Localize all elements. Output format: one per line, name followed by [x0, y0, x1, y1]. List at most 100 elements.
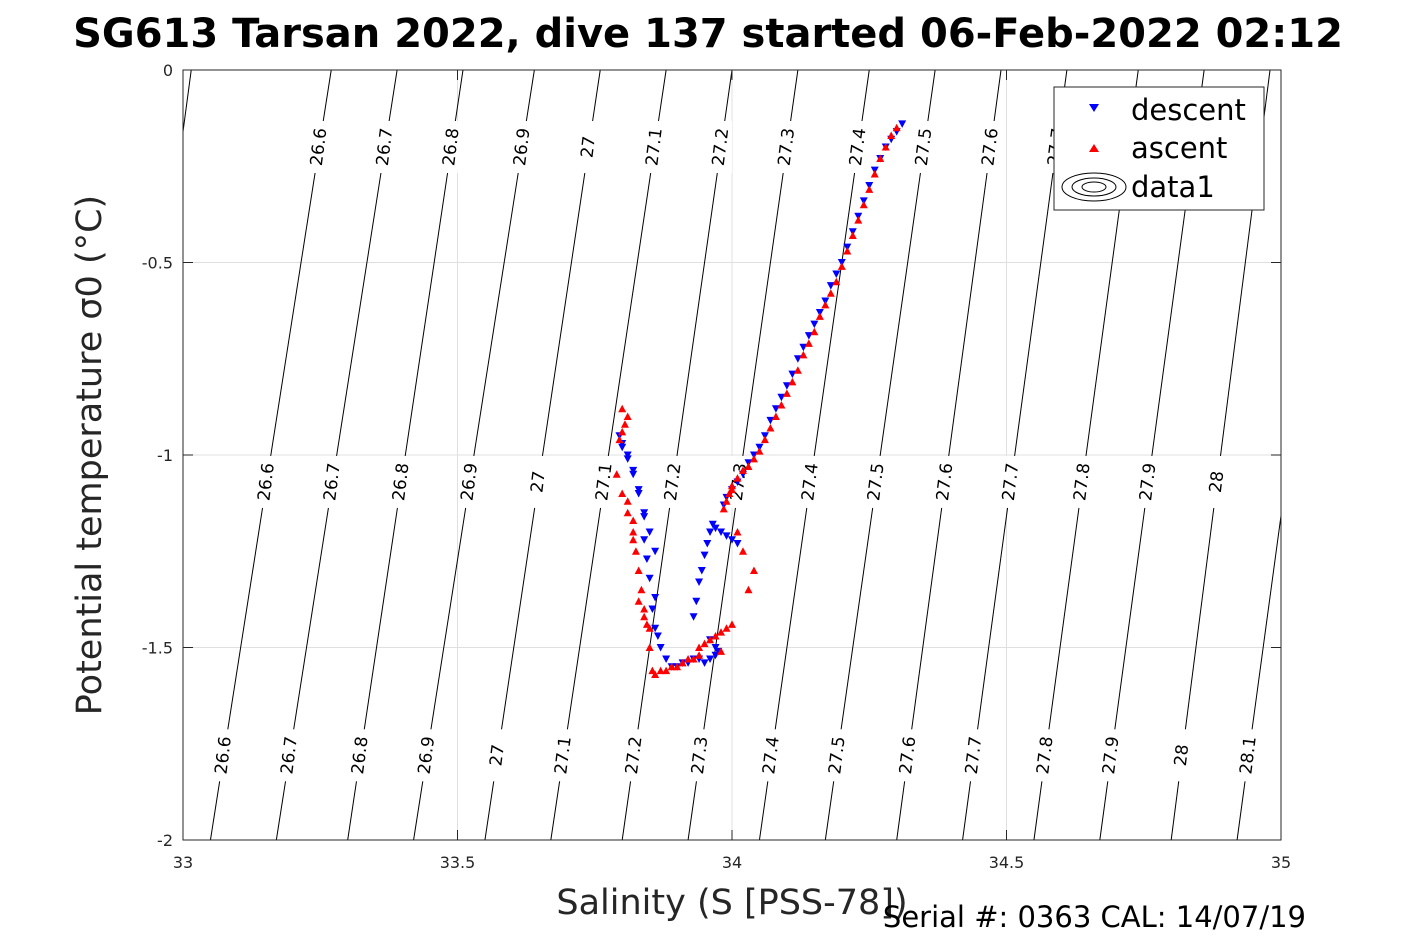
descent-point — [642, 555, 651, 563]
contour-label: 27.7 — [999, 462, 1023, 502]
contour-label-bg — [458, 455, 481, 508]
ascent-point — [618, 489, 627, 497]
contour-label: 26.8 — [348, 735, 372, 775]
ascent-point — [738, 547, 747, 555]
ascent-point — [623, 412, 632, 420]
descent-point — [766, 416, 775, 425]
ascent-point — [700, 639, 709, 648]
ascent-point — [804, 339, 813, 347]
ascent-point — [623, 497, 632, 505]
ascent-point — [744, 462, 753, 471]
y-tick-labels: 0 -0.5 -1 -1.5 -2 — [142, 61, 173, 850]
contour-label: 28 — [1206, 470, 1228, 494]
contour-label: 26.7 — [277, 735, 301, 775]
descent-point — [706, 528, 715, 536]
ascent-point — [706, 635, 715, 644]
ascent-point — [645, 643, 654, 651]
ascent-point — [629, 535, 638, 544]
descent-point — [651, 624, 660, 633]
contour-label: 27.1 — [642, 127, 666, 167]
contour-label-bg — [760, 729, 783, 782]
isopycnal-line — [550, 69, 667, 841]
contour-label-bg — [643, 121, 666, 173]
descent-point — [634, 486, 643, 494]
ascent-point — [629, 528, 638, 536]
legend-descent-marker — [1089, 104, 1099, 112]
isopycnal-line — [824, 69, 936, 841]
contour-label-bg — [308, 121, 331, 173]
ascent-point — [837, 262, 846, 270]
ascent-point — [725, 489, 734, 497]
descent-point — [771, 405, 780, 413]
contour-label: 27.5 — [912, 127, 936, 167]
serial-cal-footer: Serial #: 0363 CAL: 14/07/19 — [883, 900, 1306, 934]
ascent-point — [722, 497, 731, 505]
x-tick-label: 34 — [722, 853, 742, 872]
ascent-point — [881, 143, 890, 151]
contour-label: 27.7 — [962, 735, 986, 775]
contour-label: 27 — [486, 743, 508, 767]
contour-label: 27.1 — [551, 735, 575, 775]
descent-point — [618, 443, 627, 452]
legend-data1-contour-icon — [1061, 172, 1127, 202]
ascent-point — [615, 435, 624, 444]
contour-label: 27.8 — [1070, 462, 1094, 502]
ascent-point — [848, 231, 857, 240]
descent-point — [640, 509, 649, 517]
legend: descent ascent data1 — [1053, 86, 1265, 211]
isopycnal-line — [758, 69, 870, 841]
ascent-point — [749, 454, 758, 463]
ascent-point — [859, 200, 868, 209]
isopycnal-line — [182, 69, 192, 132]
y-tick-label: -0.5 — [142, 254, 173, 273]
descent-point — [728, 536, 736, 544]
descent-point — [695, 578, 704, 587]
contour-label: 26.7 — [320, 462, 344, 502]
contour-label: 26.7 — [373, 127, 397, 167]
ascent-point — [728, 620, 736, 628]
contour-label-bg — [593, 455, 616, 508]
descent-point — [656, 644, 665, 652]
descent-point — [645, 574, 654, 583]
contour-label-bg — [934, 455, 957, 508]
contour-label: 26.8 — [389, 462, 413, 502]
contour-label-bg — [623, 729, 646, 782]
contour-label: 27.2 — [661, 462, 685, 502]
contour-label: 28.1 — [1236, 735, 1260, 775]
contour-label-bg — [374, 121, 397, 173]
contour-label: 27.9 — [1136, 462, 1160, 502]
ascent-point — [733, 528, 742, 536]
x-tick-label: 35 — [1271, 853, 1291, 872]
ascent-point — [651, 670, 660, 678]
contour-label-bg — [1071, 455, 1094, 508]
ascent-point — [771, 412, 780, 420]
descent-point — [782, 382, 791, 390]
ascent-series — [612, 123, 901, 678]
contour-label: 27.6 — [933, 462, 957, 502]
y-tick-label: -2 — [157, 831, 173, 850]
ascent-point — [815, 312, 824, 320]
ascent-point — [728, 481, 736, 490]
ascent-point — [832, 277, 841, 286]
descent-point — [898, 120, 907, 128]
isopycnal-line — [962, 69, 1068, 841]
ascent-point — [623, 508, 632, 517]
legend-ascent-marker — [1089, 144, 1099, 152]
contour-label: 26.9 — [510, 127, 534, 167]
contour-label: 27.9 — [1099, 735, 1123, 775]
contour-label-bg — [1237, 729, 1260, 782]
contour-label-bg — [1171, 729, 1194, 782]
ascent-point — [640, 605, 649, 613]
contour-label-bg — [799, 455, 822, 508]
ascent-point — [777, 400, 786, 409]
descent-point — [653, 632, 662, 640]
y-tick-label: -1 — [157, 446, 173, 465]
contour-label-bg — [897, 729, 920, 782]
x-tick-label: 34.5 — [989, 853, 1025, 872]
contour-label-bg — [415, 729, 438, 782]
legend-data1-label: data1 — [1131, 170, 1215, 204]
descent-point — [634, 490, 643, 498]
descent-point — [689, 613, 698, 621]
ascent-point — [678, 658, 687, 667]
isopycnal-line — [621, 69, 733, 841]
